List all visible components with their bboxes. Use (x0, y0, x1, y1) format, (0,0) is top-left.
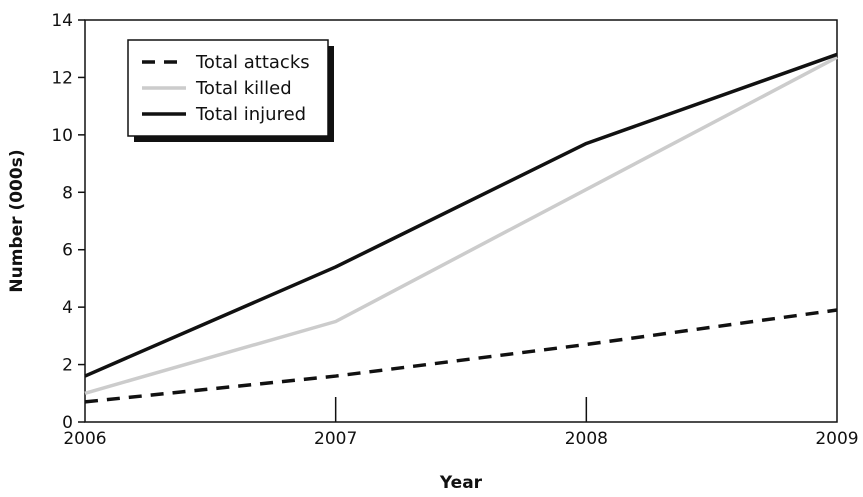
y-tick-label: 2 (62, 356, 73, 376)
x-axis: 2006 2007 2008 2009 (63, 397, 859, 449)
total-attacks-line (84, 308, 838, 404)
y-tick-label: 6 (62, 241, 73, 261)
total-injured-legend-label: Total injured (195, 104, 306, 125)
y-axis: 0 2 4 6 8 10 12 14 (51, 11, 85, 433)
y-tick-label: 14 (51, 11, 73, 31)
y-tick-label: 0 (62, 413, 73, 433)
plot-area (84, 19, 838, 423)
series-group (84, 52, 838, 404)
x-tick-label: 2008 (565, 429, 608, 449)
y-tick-label: 12 (51, 68, 73, 88)
total-killed-line (84, 55, 838, 395)
y-tick-label: 8 (62, 183, 73, 203)
total-attacks-legend-label: Total attacks (195, 52, 310, 73)
y-axis-title: Number (000s) (7, 149, 27, 292)
legend: Total attacks Total killed Total injured (127, 39, 334, 142)
x-tick-label: 2007 (314, 429, 357, 449)
y-tick-label: 10 (51, 126, 73, 146)
y-tick-label: 4 (62, 298, 73, 318)
total-injured-line (84, 52, 838, 378)
x-axis-title: Year (439, 473, 483, 493)
x-tick-label: 2009 (815, 429, 858, 449)
total-killed-legend-label: Total killed (195, 78, 292, 99)
plot-frame (84, 19, 838, 423)
x-tick-label: 2006 (63, 429, 106, 449)
